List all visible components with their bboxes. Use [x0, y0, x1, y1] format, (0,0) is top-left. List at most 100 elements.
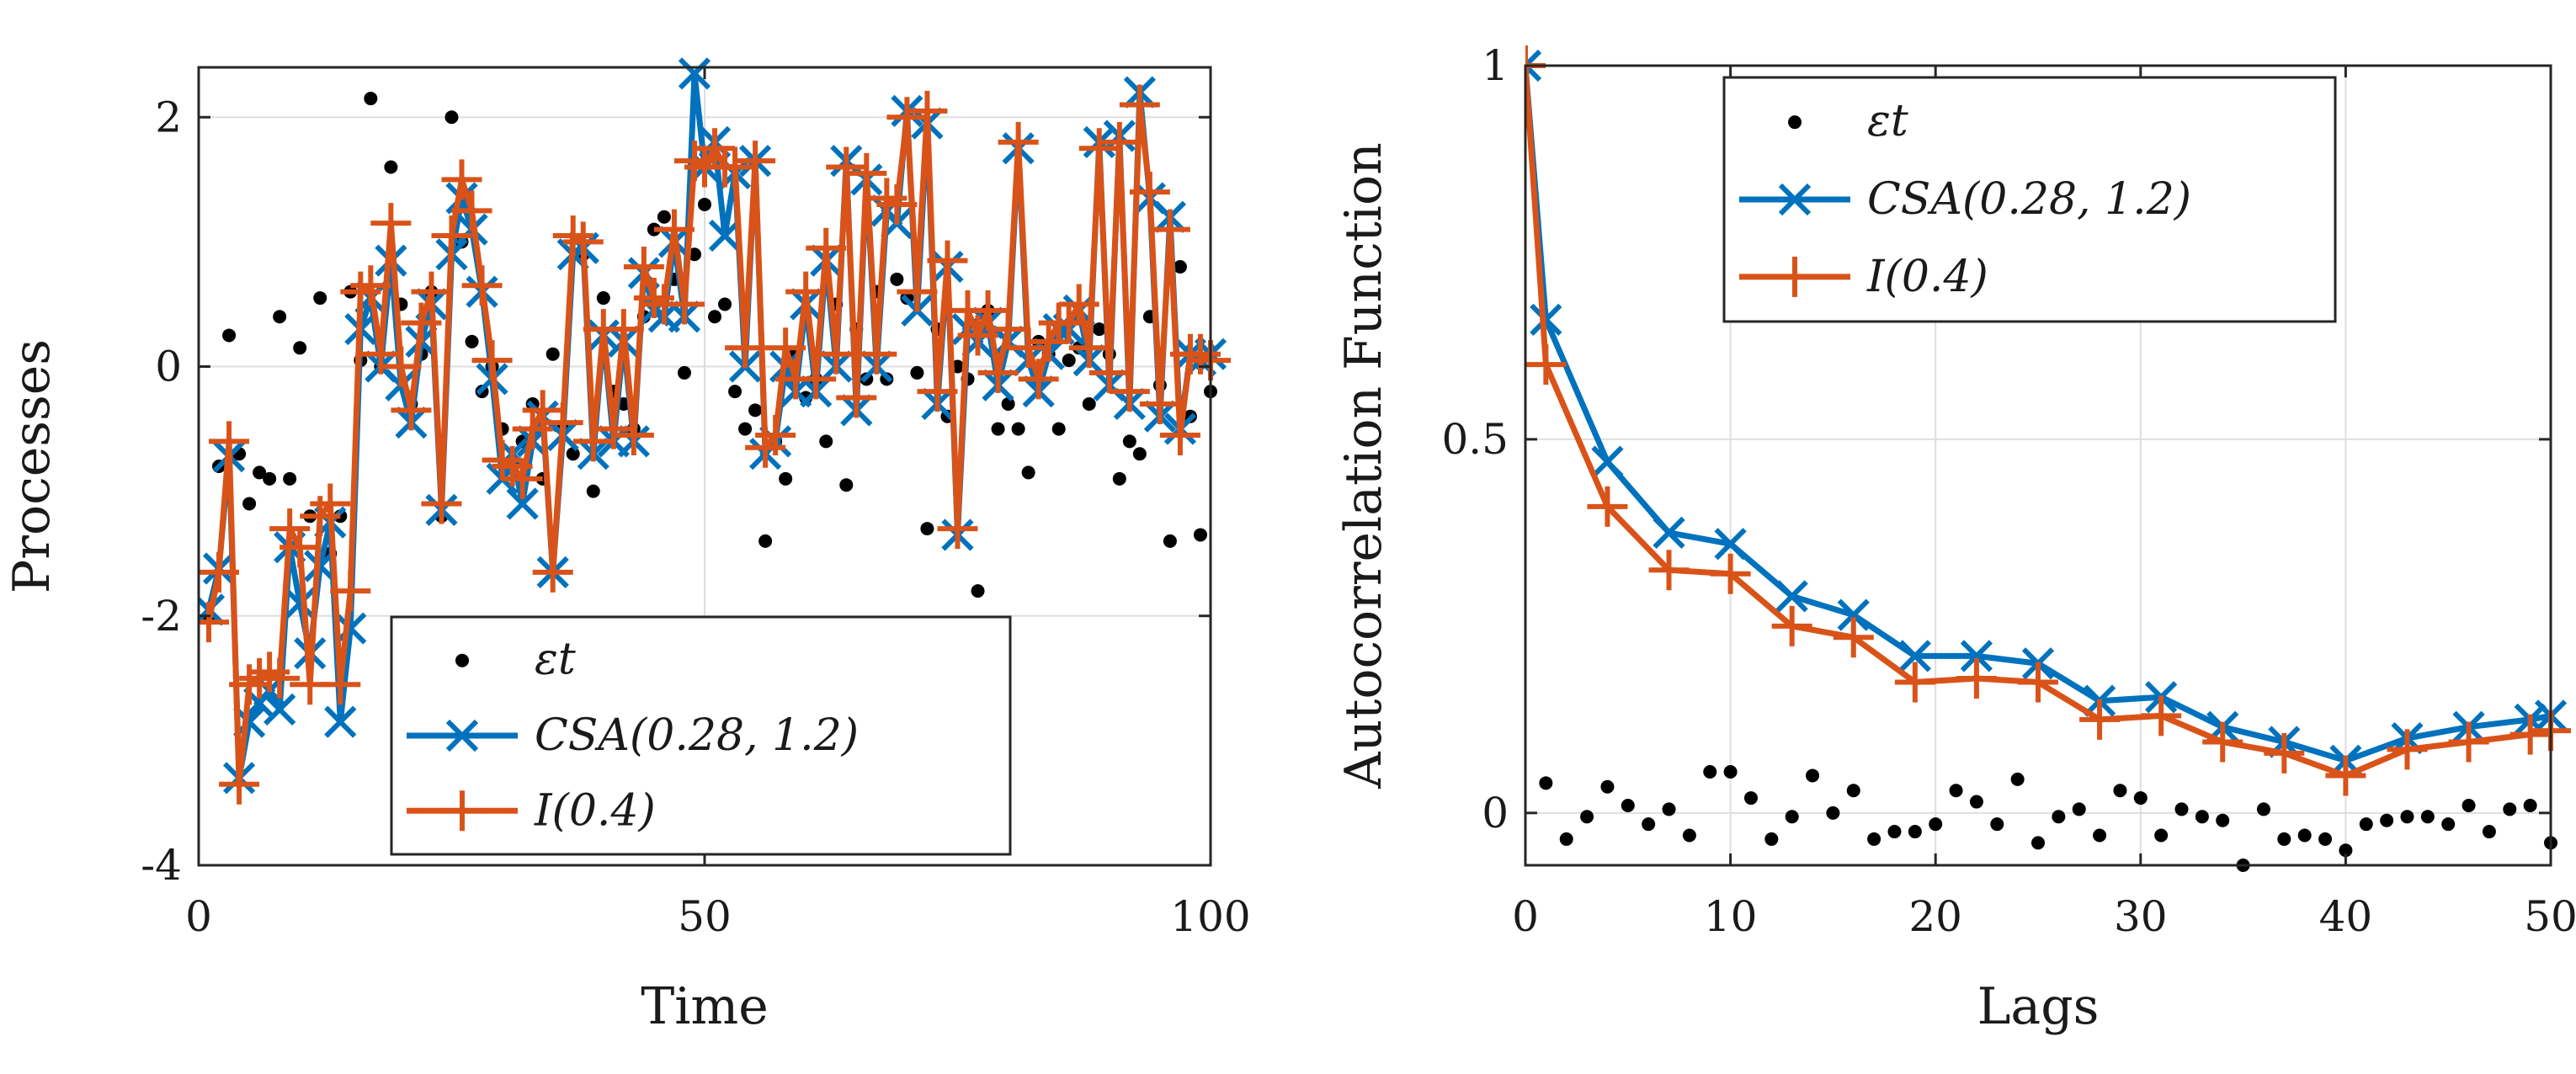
eps-point: [2359, 817, 2373, 832]
eps-point: [2216, 813, 2230, 827]
legend: εt CSA(0.28, 1.2) I(0.4): [390, 615, 1012, 856]
eps-point: [546, 347, 560, 361]
eps-point: [2256, 802, 2270, 816]
fi-plus-marker: [219, 763, 260, 805]
fi-plus-marker: [846, 152, 887, 194]
fi-plus-marker: [593, 408, 634, 449]
eps-point: [1112, 471, 1126, 486]
eps-point: [971, 584, 985, 598]
eps-point: [1122, 434, 1136, 449]
fi-plus-marker: [977, 352, 1019, 393]
eps-point: [1001, 396, 1015, 411]
fi-plus-marker: [1648, 550, 1690, 591]
csa-x-marker: [1898, 640, 1931, 673]
eps-point: [1662, 802, 1676, 816]
fi-plus-marker: [381, 346, 422, 387]
fi-plus-marker: [695, 128, 736, 169]
x-tick-label: 0: [185, 892, 212, 941]
fi-plus-marker: [917, 371, 958, 412]
fi-plus-marker: [987, 309, 1029, 350]
fi-plus-marker: [441, 159, 482, 200]
eps-point: [465, 334, 479, 348]
eps-point: [1969, 795, 1983, 809]
fi-plus-marker: [572, 421, 614, 462]
eps-point: [2339, 843, 2353, 858]
y-tick-label: 0.5: [1441, 415, 1509, 464]
eps-point: [1908, 825, 1922, 839]
eps-point: [2503, 802, 2517, 816]
eps-point: [1163, 534, 1177, 548]
csa-x-marker: [284, 587, 317, 620]
eps-point: [1011, 422, 1025, 436]
eps-point: [293, 341, 307, 355]
fi-plus-marker: [330, 571, 371, 612]
fi-plus-marker: [209, 421, 250, 462]
eps-point: [2523, 798, 2537, 812]
fi-plus-marker: [998, 121, 1039, 162]
eps-point: [1621, 798, 1635, 812]
x-tick-label: 100: [1170, 892, 1250, 941]
eps-point: [2052, 810, 2066, 824]
fi-plus-marker: [1587, 486, 1628, 527]
fi-plus-marker: [370, 203, 412, 244]
eps-point: [708, 310, 722, 324]
eps-point: [1092, 322, 1106, 337]
x-tick-label: 0: [1512, 892, 1539, 941]
eps-point: [1539, 776, 1553, 790]
fi-plus-marker: [1139, 383, 1180, 424]
fi-plus-marker: [1129, 172, 1170, 213]
fi-plus-marker: [2387, 729, 2428, 770]
csa-x-marker: [1775, 580, 1808, 613]
eps-point: [1682, 828, 1696, 843]
fi-plus-marker: [1833, 617, 1874, 658]
fi-plus-marker: [411, 271, 452, 312]
eps-point: [728, 385, 742, 399]
csa-x-marker: [1591, 445, 1624, 478]
eps-point: [991, 422, 1005, 436]
eps-point: [253, 465, 267, 480]
eps-point: [890, 272, 904, 286]
fi-plus-marker: [421, 483, 462, 524]
eps-point: [1173, 260, 1187, 274]
fi-plus-marker: [451, 190, 492, 231]
eps-point: [1051, 422, 1066, 436]
fi-plus-marker: [1956, 658, 1997, 699]
eps-point: [1990, 817, 2004, 832]
eps-point: [444, 110, 459, 125]
eps-point: [910, 365, 924, 380]
eps-point: [1743, 791, 1758, 806]
eps-point: [273, 310, 287, 324]
eps-point: [2154, 828, 2169, 843]
eps-point: [1764, 832, 1779, 846]
fi-plus-marker: [1068, 327, 1110, 369]
eps-point: [1082, 396, 1096, 411]
fi-plus-marker: [310, 483, 351, 524]
fi-plus-marker: [1058, 284, 1099, 325]
y-tick-label: 0: [155, 343, 182, 391]
eps-point: [2420, 810, 2435, 824]
fi-plus-marker: [1048, 302, 1089, 343]
csa-x-marker: [1530, 303, 1562, 336]
fi-plus-marker: [755, 414, 796, 455]
eps-point: [2010, 772, 2025, 786]
eps-point: [283, 471, 297, 486]
eps-point: [819, 434, 833, 449]
legend: εt CSA(0.28, 1.2) I(0.4): [1722, 76, 2337, 323]
eps-point: [263, 471, 277, 486]
eps-point: [2072, 802, 2086, 816]
eps-point: [2174, 802, 2189, 816]
fi-plus-marker: [1028, 321, 1069, 362]
eps-point: [1949, 784, 1963, 798]
legend-fi-label: I(0.4): [534, 785, 656, 836]
eps-point: [2133, 791, 2148, 806]
fi-plus-marker: [431, 215, 472, 256]
eps-point: [1600, 779, 1615, 794]
eps-point: [1826, 806, 1840, 820]
fi-plus-marker: [1099, 121, 1140, 162]
eps-point: [738, 422, 753, 436]
fi-plus-marker: [1008, 327, 1049, 369]
csa-x-marker: [678, 57, 711, 90]
eps-point: [222, 328, 237, 343]
fi-plus-marker: [2018, 662, 2058, 703]
eps-point: [1021, 465, 1035, 480]
